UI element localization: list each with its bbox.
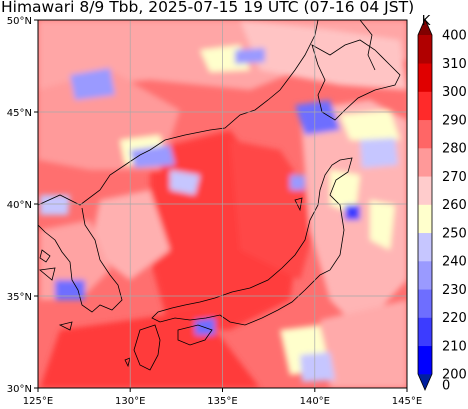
colorbar-tick-label: 280 [442,142,467,157]
colorbar-unit: K [422,14,431,29]
colorbar-outline [417,18,433,391]
colorbar-segment [418,91,432,121]
lat-label-50: 50°N [7,16,32,27]
lat-label-45: 45°N [7,108,32,119]
colorbar-segment [418,176,432,205]
colorbar-segment [418,204,432,234]
colorbar-tick-label: 230 [442,283,467,298]
colorbar-segment [418,119,432,149]
colorbar-tick-label: 270 [442,170,467,185]
lat-label-35: 35°N [7,292,32,303]
colorbar-tick-label: 240 [442,255,467,270]
colorbar-segment [418,63,432,92]
colorbar-tick-label: 300 [442,85,467,100]
map-title: Himawari 8/9 Tbb, 2025-07-15 19 UTC (07-… [1,0,415,16]
colorbar-extend-low [418,374,432,390]
colorbar-extend-high [418,19,432,35]
colorbar-segment [418,35,432,64]
lon-label-125: 125°E [23,396,53,407]
colorbar-tick-label: 250 [442,226,467,241]
lon-label-140: 140°E [300,396,330,407]
axis-ticks [34,19,408,392]
colorbar-tick-label: 210 [442,339,467,354]
lon-label-130: 130°E [115,396,145,407]
lon-label-135: 135°E [207,396,237,407]
lat-label-40: 40°N [7,200,32,211]
lat-label-30: 30°N [7,384,32,395]
colorbar-segment [418,148,432,177]
colorbar-segment [418,289,432,318]
colorbar-segment [418,261,432,290]
colorbar-tick-label: 310 [442,57,467,72]
colorbar-tick-label: 400 [442,29,467,44]
colorbar-tick-label: 0 [442,379,450,394]
graticule [38,20,407,388]
colorbar-tick-label: 200 [442,368,467,383]
colorbar-tick-label: 220 [442,311,467,326]
colorbar-tick-label: 260 [442,198,467,213]
lon-label-145: 145°E [392,396,422,407]
colorbar-segment [418,317,432,347]
colorbar-segment [418,345,432,375]
colorbar-segment [418,232,432,262]
colorbar-tick-label: 290 [442,113,467,128]
